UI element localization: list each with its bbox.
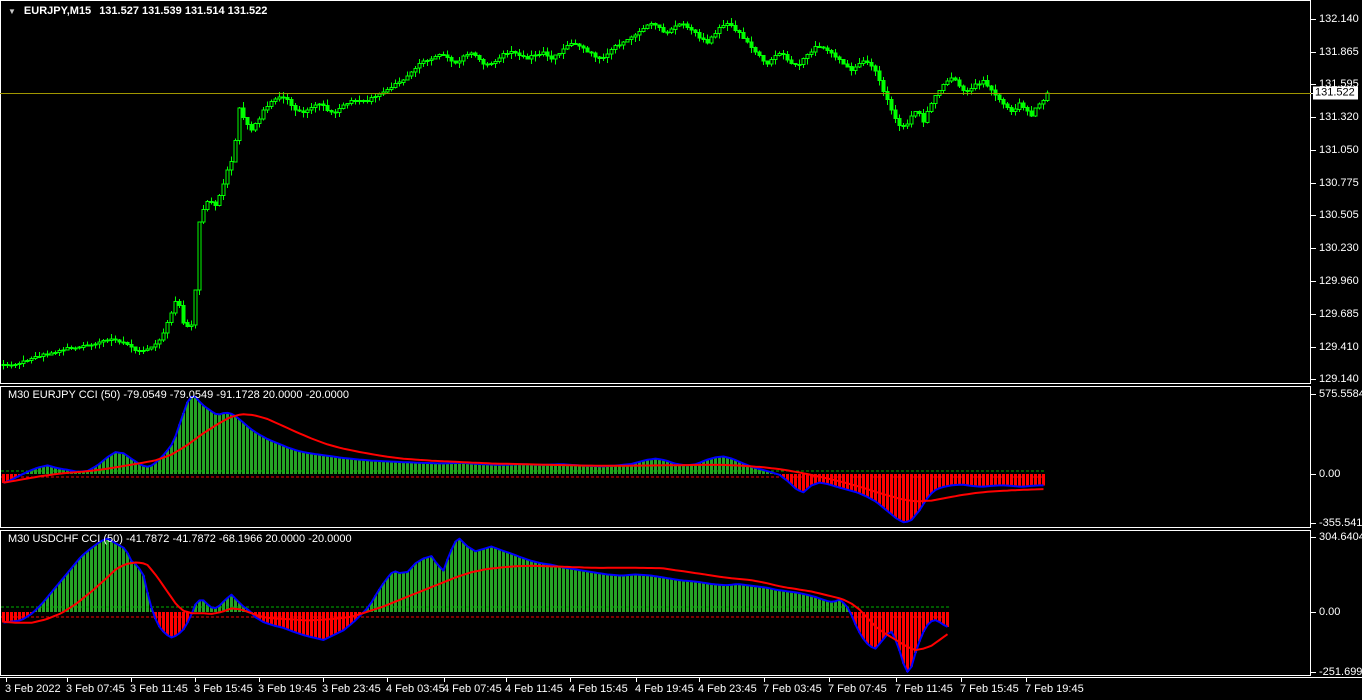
chart-canvas[interactable] xyxy=(0,0,1362,700)
